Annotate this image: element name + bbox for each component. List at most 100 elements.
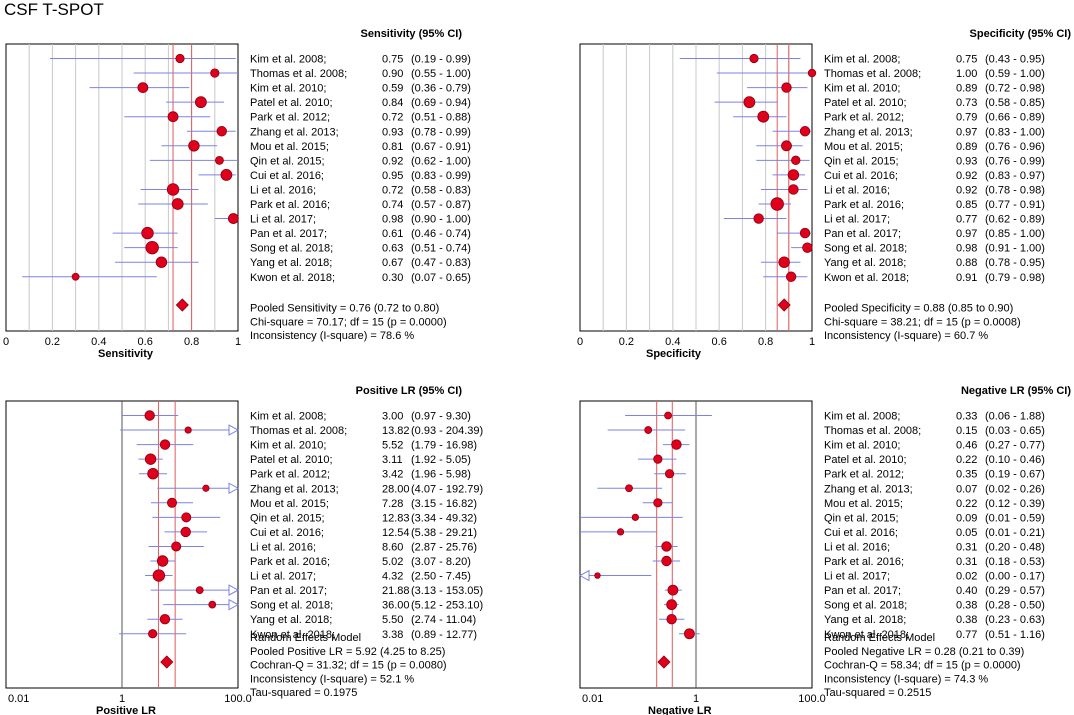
study-point (167, 111, 179, 123)
study-ci-text: (2.74 - 11.04) (411, 614, 476, 626)
study-label: Li et al. 2016; (250, 184, 316, 196)
study-point (175, 53, 185, 64)
summary-line: Tau-squared = 0.1975 (250, 687, 357, 699)
study-point (180, 526, 191, 538)
study-point (781, 140, 792, 152)
study-point (137, 82, 149, 93)
study-ci-text: (0.19 - 0.67) (985, 469, 1045, 481)
study-label: Kwon et al. 2018; (250, 629, 335, 641)
summary-line: Chi-square = 70.17; df = 15 (p = 0.0000) (250, 316, 447, 328)
ci-overflow-arrow-right (228, 584, 240, 596)
study-point (152, 569, 166, 582)
study-ci-text: (0.97 - 9.30) (411, 411, 471, 423)
study-point (227, 213, 239, 224)
study-estimate: 8.60 (382, 541, 403, 553)
study-estimate: 0.84 (382, 97, 403, 109)
study-estimate: 0.22 (956, 454, 977, 466)
study-estimate: 0.31 (956, 541, 977, 553)
figure-title: CSF T-SPOT (4, 0, 104, 19)
study-point (778, 256, 790, 268)
study-ci-text: (0.01 - 0.59) (985, 512, 1045, 524)
study-label: Kwon et al. 2018; (824, 629, 909, 641)
study-ci-text: (0.57 - 0.87) (411, 199, 471, 211)
study-point (202, 484, 210, 492)
x-tick-label: 0.8 (184, 336, 199, 348)
study-label: Kim et al. 2010; (824, 440, 900, 452)
study-label: Li et al. 2016; (824, 184, 890, 196)
study-ci-text: (2.50 - 7.45) (411, 571, 471, 583)
x-tick-label: 0.2 (45, 336, 60, 348)
study-ci-text: (0.90 - 1.00) (411, 214, 471, 226)
study-estimate: 0.15 (956, 425, 977, 437)
study-ci-text: (0.23 - 0.63) (985, 614, 1045, 626)
study-label: Patel et al. 2010; (250, 97, 333, 109)
study-estimate: 0.90 (382, 68, 403, 80)
study-ci-text: (1.96 - 5.98) (411, 469, 471, 481)
x-tick-label: 0.6 (138, 336, 153, 348)
study-ci-text: (0.51 - 1.16) (985, 629, 1045, 641)
study-label: Kwon et al. 2018; (824, 272, 909, 284)
study-estimate: 0.93 (382, 126, 403, 138)
pooled-diamond (160, 655, 174, 669)
study-ci-text: (0.27 - 0.77) (985, 440, 1045, 452)
summary-line: Inconsistency (I-square) = 74.3 % (824, 673, 988, 685)
column-header: Positive LR (95% CI) (356, 385, 463, 397)
x-axis-label: Positive LR (96, 705, 156, 715)
study-estimate: 13.82 (382, 425, 410, 437)
study-ci-text: (0.89 - 12.77) (411, 629, 477, 641)
study-ci-text: (0.85 - 1.00) (985, 228, 1045, 240)
ci-overflow-arrow-left (578, 569, 590, 582)
study-ci-text: (0.93 - 204.39) (411, 425, 483, 437)
study-label: Park et al. 2012; (250, 469, 330, 481)
study-point (671, 439, 682, 450)
study-ci-text: (3.15 - 16.82) (411, 498, 477, 510)
study-point (661, 541, 672, 552)
study-estimate: 0.77 (956, 629, 977, 641)
study-label: Patel et al. 2010; (824, 97, 907, 109)
study-label: Li et al. 2017; (250, 214, 316, 226)
x-axis-label: Negative LR (648, 705, 712, 715)
x-tick-label: 0.6 (712, 336, 727, 348)
study-label: Patel et al. 2010; (824, 454, 907, 466)
forest-panel-2: Specificity (95% CI) Kim et al. 2008; 0.75… (577, 28, 1071, 360)
study-ci-text: (0.00 - 0.17) (985, 571, 1045, 583)
study-ci-text: (0.77 - 0.91) (985, 199, 1045, 211)
study-ci-text: (0.78 - 0.99) (411, 126, 471, 138)
x-tick-label: 100.0 (224, 693, 252, 705)
study-estimate: 0.88 (956, 257, 977, 269)
x-tick-label: 100.0 (798, 693, 826, 705)
study-label: Yang et al. 2018; (250, 257, 332, 269)
study-point (799, 227, 811, 239)
study-point (195, 586, 204, 594)
study-estimate: 0.67 (382, 257, 403, 269)
study-estimate: 0.02 (956, 571, 977, 583)
study-point (148, 629, 158, 639)
study-label: Pan et al. 2017; (824, 228, 901, 240)
study-point (155, 256, 168, 268)
study-point (184, 426, 192, 434)
study-estimate: 0.33 (956, 411, 977, 423)
column-header: Negative LR (95% CI) (961, 385, 1071, 397)
study-label: Kim et al. 2008; (824, 411, 900, 423)
study-label: Park et al. 2016; (250, 199, 330, 211)
study-label: Kim et al. 2008; (250, 411, 326, 423)
study-ci-text: (4.07 - 192.79) (411, 483, 483, 495)
study-estimate: 0.93 (956, 155, 977, 167)
study-label: Qin et al. 2015; (250, 512, 325, 524)
study-label: Song et al. 2018; (250, 600, 333, 612)
study-label: Kwon et al. 2018; (250, 272, 335, 284)
study-point (156, 555, 169, 567)
summary-line: Pooled Sensitivity = 0.76 (0.72 to 0.80) (250, 303, 439, 315)
study-ci-text: (0.55 - 1.00) (411, 68, 471, 80)
summary-line: Cochran-Q = 58.34; df = 15 (p = 0.0000) (824, 660, 1021, 672)
study-label: Cui et al. 2016; (824, 527, 898, 539)
study-ci-text: (0.36 - 0.79) (411, 83, 471, 95)
study-estimate: 0.77 (956, 214, 977, 226)
study-ci-text: (0.59 - 1.00) (985, 68, 1045, 80)
study-point (220, 168, 233, 181)
study-point (215, 155, 224, 165)
study-ci-text: (0.83 - 0.99) (411, 170, 471, 182)
summary-line: Inconsistency (I-square) = 60.7 % (824, 330, 988, 342)
study-ci-text: (0.76 - 0.99) (985, 155, 1045, 167)
study-estimate: 0.92 (956, 184, 977, 196)
